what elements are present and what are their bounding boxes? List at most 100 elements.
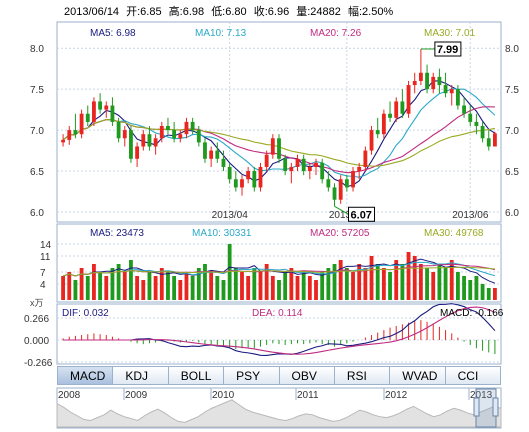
candle [307, 162, 312, 180]
candle [141, 130, 146, 151]
volume-bars [61, 244, 497, 300]
volume-bar [295, 276, 300, 300]
candle [493, 131, 497, 147]
candle-body [474, 121, 479, 126]
candle-body [406, 85, 411, 114]
volume-bar [233, 268, 238, 300]
tab-macd[interactable]: MACD [57, 366, 114, 385]
candle-body [468, 113, 473, 122]
candle [295, 154, 300, 172]
candle [375, 117, 380, 139]
candle [122, 126, 127, 147]
candle [289, 162, 294, 184]
volume-bar [110, 268, 115, 300]
volume-bar [462, 276, 466, 300]
quote-date: 2013/06/14 [64, 6, 120, 18]
volume-bar [301, 272, 306, 300]
candle [246, 166, 251, 184]
volume-bar [449, 260, 454, 300]
volume-bar [357, 264, 362, 300]
volume-bar [221, 280, 226, 300]
candle-body [166, 126, 170, 131]
min-price-label: 6.07 [351, 209, 372, 221]
candle-body [363, 150, 368, 167]
tab-obv[interactable]: OBV [279, 366, 335, 385]
candle-body [141, 134, 146, 147]
timeline-right-handle[interactable] [492, 397, 499, 417]
volume-ytick: 14 [40, 240, 52, 251]
candle [264, 150, 269, 172]
timeline-left-handle[interactable] [473, 397, 480, 417]
candle [437, 68, 442, 94]
tab-rsi[interactable]: RSI [334, 366, 391, 385]
volume-ytick: 11 [40, 252, 51, 263]
volume-bar [246, 276, 251, 300]
candle-body [116, 121, 121, 139]
max-price-callout: 7.99 [420, 41, 462, 57]
candle-body [178, 134, 183, 139]
volume-bar [375, 264, 380, 300]
quote-close: 收:6.96 [253, 6, 290, 18]
candle-body [258, 166, 263, 188]
timeline-year-label: 2012 [385, 390, 408, 401]
candle-body [190, 121, 195, 131]
candle [215, 142, 220, 163]
candle [406, 80, 411, 118]
quote-low: 低:6.80 [211, 6, 247, 18]
price-xaxis: 2013/04 2013/05 2013/06 [212, 210, 489, 221]
volume-bar [431, 272, 436, 300]
tab-boll[interactable]: BOLL [168, 366, 225, 385]
candle-body [227, 166, 232, 180]
candle [159, 121, 164, 143]
candle [147, 126, 152, 151]
price-panel [56, 21, 502, 223]
volume-ytick: 7 [40, 268, 46, 279]
candle-body [493, 133, 497, 147]
candle-body [462, 105, 466, 114]
candle-body [338, 179, 343, 200]
candle-body [394, 101, 399, 118]
tab-wvad[interactable]: WVAD [390, 366, 446, 385]
candle-body [215, 150, 220, 159]
candle [332, 183, 337, 207]
dea-label: DEA: 0.114 [252, 308, 303, 319]
volume-bar [406, 252, 411, 300]
volume-bar [418, 264, 423, 300]
candle-body [122, 130, 127, 139]
volume-ytick: 4 [40, 280, 46, 291]
volume-bar [425, 268, 429, 300]
candle [425, 64, 429, 94]
tab-cci[interactable]: CCI [445, 366, 501, 385]
price-ytick-left: 7.5 [30, 85, 44, 96]
candle-body [437, 76, 442, 86]
volume-bar [480, 284, 485, 300]
volume-bar [159, 268, 164, 300]
candle [153, 134, 158, 155]
dea-line [63, 306, 496, 355]
volume-bar [252, 268, 257, 300]
candle-body [289, 166, 294, 172]
volume-bar [209, 272, 214, 300]
candle [412, 72, 417, 94]
volume-unit: x万 [30, 298, 44, 308]
volume-bar [381, 268, 386, 300]
candle-body [412, 80, 417, 86]
tab-psy[interactable]: PSY [224, 366, 280, 385]
volume-bar [85, 276, 90, 300]
candle [110, 97, 115, 126]
candle-body [196, 130, 201, 143]
quote-volume: 量:24882 [296, 6, 341, 18]
candle [166, 117, 170, 135]
candle-body [480, 126, 485, 139]
candle [270, 134, 275, 159]
tab-kdj[interactable]: KDJ [113, 366, 169, 385]
volume-bar [227, 244, 232, 300]
candle [135, 142, 140, 167]
candle-body [332, 187, 337, 200]
candle [357, 162, 362, 180]
candle-body [388, 113, 392, 118]
price-ytick-right: 6.5 [505, 167, 519, 178]
vol-ma10-label: MA10: 30331 [192, 228, 252, 239]
candle-body [209, 150, 214, 159]
